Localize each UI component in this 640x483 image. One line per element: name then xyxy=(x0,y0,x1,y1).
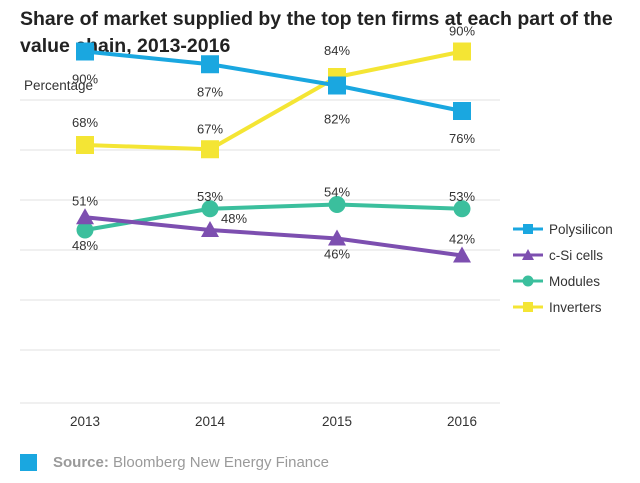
c-si-cells-point-2013 xyxy=(76,208,94,225)
legend-modules-label: Modules xyxy=(549,274,600,289)
modules-point-2014 xyxy=(201,200,219,218)
inverters-point-2014 xyxy=(201,140,219,159)
x-tick-label-2016: 2016 xyxy=(447,414,477,429)
c-si-cells-point-2014 xyxy=(201,221,219,237)
source-label: Source: xyxy=(53,454,109,471)
c-si-cells-data-label-2016: 42% xyxy=(449,232,475,247)
chart-title: Share of market supplied by the top ten … xyxy=(20,8,613,57)
source-square-icon xyxy=(20,454,37,471)
legend-modules-marker xyxy=(522,275,534,287)
polysilicon-data-label-2016: 76% xyxy=(449,131,475,146)
polysilicon-point-2013 xyxy=(76,42,94,61)
inverters-data-label-2013: 68% xyxy=(72,115,98,130)
inverters-line xyxy=(84,49,463,152)
polysilicon-data-label-2013: 90% xyxy=(72,72,98,87)
series-modules xyxy=(76,196,471,239)
modules-data-label-2015: 54% xyxy=(324,185,350,200)
modules-point-2015 xyxy=(328,196,346,213)
c-si-cells-data-label-2013: 51% xyxy=(72,193,98,208)
inverters-data-label-2016: 90% xyxy=(449,24,475,39)
polysilicon-data-label-2014: 87% xyxy=(197,84,223,99)
legend: Polysilicon c-Si cells Modules Inverters xyxy=(513,222,613,315)
legend-inverters-marker xyxy=(523,302,533,312)
source-text: Bloomberg New Energy Finance xyxy=(113,454,329,471)
legend-inverters-label: Inverters xyxy=(549,300,602,315)
modules-point-2013 xyxy=(76,221,94,239)
modules-line xyxy=(84,202,463,232)
y-axis-label: Percentage xyxy=(24,78,93,93)
polysilicon-point-2015 xyxy=(328,76,346,95)
c-si-cells-data-label-2015: 46% xyxy=(324,247,350,262)
x-tick-label-2013: 2013 xyxy=(70,414,100,429)
legend-c-si-cells-label: c-Si cells xyxy=(549,248,603,263)
inverters-data-label-2015: 84% xyxy=(324,43,350,58)
series-c-si-cells xyxy=(76,208,471,263)
inverters-point-2013 xyxy=(76,136,94,154)
modules-data-label-2014: 53% xyxy=(197,189,223,204)
c-si-cells-point-2015 xyxy=(328,229,346,246)
inverters-point-2016 xyxy=(453,42,471,61)
c-si-cells-point-2016 xyxy=(453,246,471,263)
x-tick-label-2014: 2014 xyxy=(195,414,226,429)
c-si-cells-data-label-2014: 48% xyxy=(221,211,247,226)
legend-c-si-cells-marker xyxy=(522,249,534,260)
c-si-cells-line xyxy=(84,215,463,258)
polysilicon-point-2014 xyxy=(201,55,219,74)
inverters-data-label-2014: 67% xyxy=(197,121,223,136)
series-polysilicon xyxy=(76,42,471,120)
polysilicon-point-2016 xyxy=(453,102,471,120)
legend-polysilicon-label: Polysilicon xyxy=(549,222,613,237)
x-tick-label-2015: 2015 xyxy=(322,414,352,429)
modules-data-label-2013: 48% xyxy=(72,238,98,253)
modules-data-label-2016: 53% xyxy=(449,189,475,204)
legend-polysilicon-marker xyxy=(523,224,533,234)
polysilicon-data-label-2015: 82% xyxy=(324,112,350,127)
source-line: Source: Bloomberg New Energy Finance xyxy=(53,454,329,471)
modules-point-2016 xyxy=(453,200,471,218)
polysilicon-line xyxy=(84,49,463,113)
